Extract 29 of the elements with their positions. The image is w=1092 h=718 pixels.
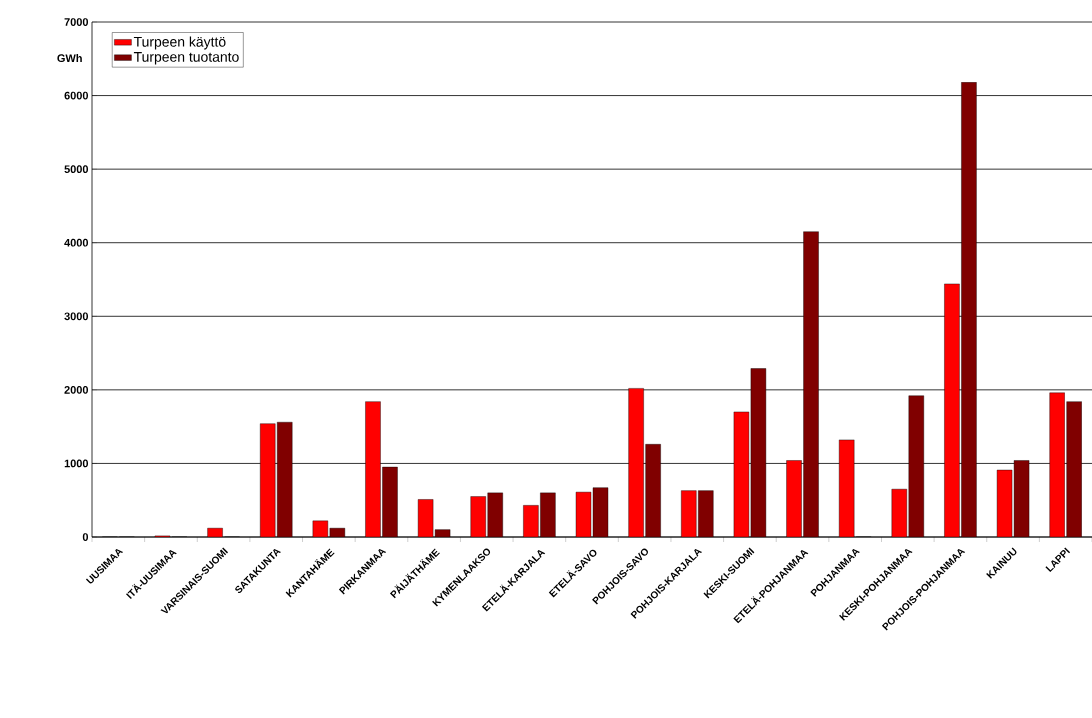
bar (260, 423, 276, 537)
bar (277, 422, 293, 537)
bar (1066, 401, 1082, 537)
bar (786, 460, 802, 537)
bar (382, 466, 398, 537)
legend-label: Turpeen käyttö (133, 36, 226, 50)
bar (628, 388, 644, 537)
bar (1049, 392, 1065, 537)
bar (470, 496, 486, 537)
y-tick-label: 3000 (64, 312, 89, 321)
bar (681, 490, 697, 537)
y-tick-label: 6000 (64, 91, 89, 100)
bar (365, 401, 381, 537)
y-tick-label: 4000 (64, 238, 89, 247)
y-tick-label: 0 (82, 533, 89, 541)
legend-label: Turpeen tuotanto (133, 52, 239, 65)
bar (961, 82, 977, 537)
bar (645, 444, 661, 537)
y-axis-title: GWh (57, 54, 82, 63)
y-tick-label: 2000 (64, 385, 89, 394)
bar (891, 488, 907, 537)
bar (838, 439, 855, 537)
bar (803, 231, 819, 537)
bar (908, 395, 924, 537)
bar (944, 283, 960, 537)
y-tick-label: 7000 (64, 18, 89, 26)
y-tick-label: 5000 (64, 165, 89, 174)
y-tick-label: 1000 (64, 459, 89, 468)
bar (698, 490, 714, 537)
